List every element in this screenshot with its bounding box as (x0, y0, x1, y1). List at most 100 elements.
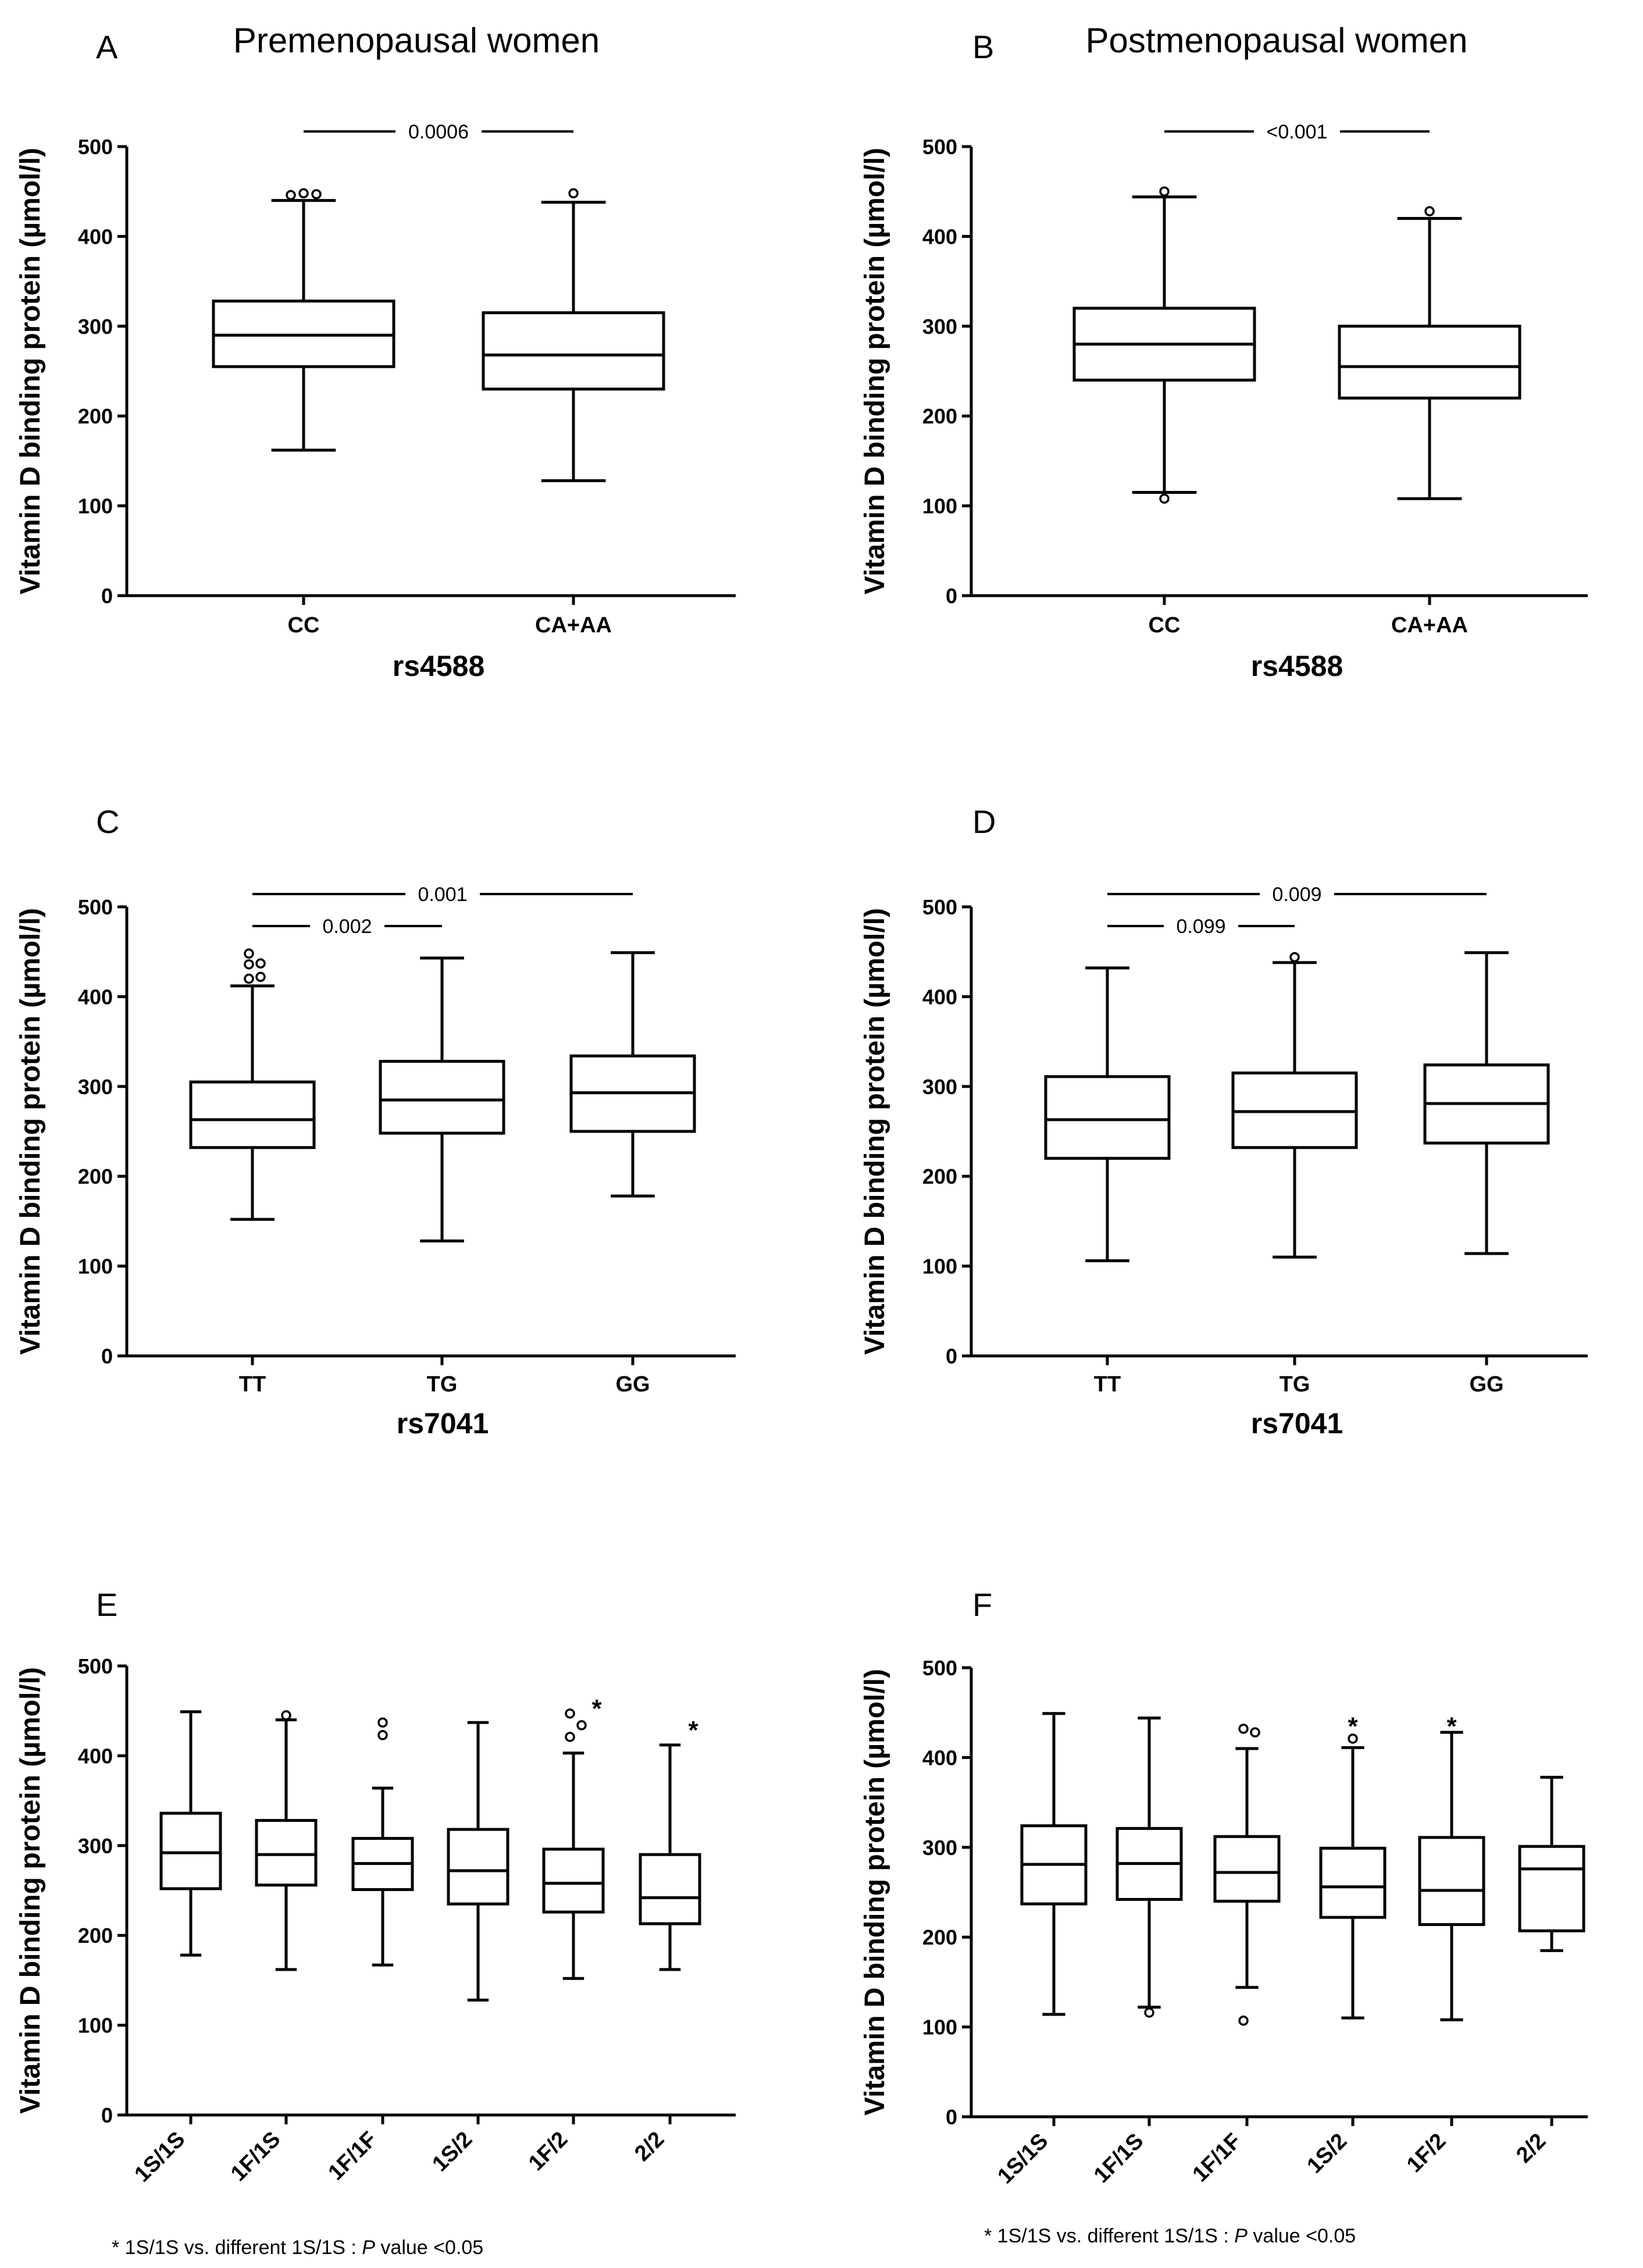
y-tick-label: 0 (101, 2103, 113, 2127)
outlier-point (565, 1732, 575, 1742)
y-tick-label: 200 (922, 1165, 957, 1188)
title-premenopausal: Premenopausal women (233, 21, 600, 60)
x-tick-label: CC (1149, 613, 1181, 638)
x-axis-label: rs7041 (1251, 1407, 1343, 1440)
box-iqr (1044, 1075, 1171, 1160)
box-iqr (542, 1847, 605, 1914)
box-2/2 (639, 1743, 701, 1971)
x-tick-label: CA+AA (1391, 613, 1468, 638)
y-tick-label: 400 (78, 1744, 113, 1768)
x-tick-label: 1F/1F (323, 2127, 382, 2185)
panel-d: D 0 100 200 300 400 500 Vitamin D binding prote… (860, 803, 1588, 1440)
box-2/2 (1518, 1775, 1585, 1952)
outlier-point (1424, 206, 1435, 216)
x-tick-label: 1F/1S (226, 2127, 285, 2186)
y-tick-label: 300 (78, 1834, 113, 1858)
y-tick-label: 100 (78, 1255, 113, 1279)
y-tick-label: 100 (78, 494, 113, 518)
y-tick-label: 400 (922, 1746, 957, 1769)
box-iqr (639, 1853, 701, 1925)
x-tick-label: 1S/2 (427, 2127, 477, 2177)
y-tick-label: 500 (922, 1656, 957, 1680)
y-tick-label: 500 (78, 895, 113, 919)
x-tick-label: 1F/2 (524, 2127, 572, 2176)
x-tick-label: TG (427, 1372, 458, 1397)
outlier-point (255, 971, 266, 982)
y-tick-label: 400 (78, 985, 113, 1009)
y-tick-label: 400 (922, 225, 957, 248)
x-tick-label: 2/2 (1512, 2129, 1551, 2168)
y-tick-label: 500 (922, 135, 957, 159)
outlier-point (1144, 2007, 1154, 2018)
y-tick-label: 200 (922, 1925, 957, 1949)
outlier-point (1159, 493, 1170, 504)
y-tick-label: 400 (78, 225, 113, 248)
panel-letter: A (96, 29, 118, 65)
y-tick-label: 300 (922, 315, 957, 339)
x-tick-label: 1S/2 (1302, 2129, 1352, 2178)
outlier-point (377, 1717, 388, 1728)
box-GG (1423, 951, 1550, 1255)
y-axis-label: Vitamin D binding protein (µmol/l) (15, 148, 46, 594)
outlier-point (576, 1720, 587, 1731)
panel-letter: C (96, 803, 119, 840)
y-tick-label: 0 (101, 584, 113, 608)
y-tick-label: 300 (78, 315, 113, 339)
box-TT (189, 948, 316, 1221)
y-axis-label: Vitamin D binding protein (µmol/l) (860, 908, 890, 1355)
footnote-right-prefix: * 1S/1S vs. different 1S/1S : (984, 2225, 1234, 2247)
x-axis-label: rs4588 (393, 650, 485, 682)
panel-f: F 0 100 200 300 400 500 Vitamin D binding prote… (860, 1586, 1588, 2189)
box-iqr (482, 311, 665, 391)
y-tick-label: 100 (78, 2014, 113, 2038)
y-tick-label: 0 (946, 1344, 957, 1368)
box-1F/1S (255, 1710, 318, 1971)
box-iqr (159, 1811, 222, 1890)
x-tick-label: TG (1280, 1372, 1310, 1397)
x-tick-label: 2/2 (630, 2127, 669, 2166)
box-CC (1072, 186, 1256, 504)
y-tick-label: 100 (922, 2016, 957, 2039)
outlier-point (281, 1710, 291, 1721)
outlier-point (1238, 2016, 1249, 2026)
box-CC (212, 188, 395, 452)
box-1F/1S (1115, 1716, 1183, 2018)
y-tick-label: 200 (78, 1924, 113, 1947)
outlier-point (1238, 1724, 1249, 1734)
y-tick-label: 200 (922, 404, 957, 428)
panel-letter: B (972, 29, 994, 65)
box-iqr (1418, 1836, 1485, 1927)
x-axis-label: rs7041 (397, 1407, 489, 1440)
x-tick-label: TT (239, 1372, 266, 1397)
box-1F/2 (1418, 1731, 1485, 2021)
y-tick-label: 200 (78, 1165, 113, 1188)
box-iqr (447, 1828, 509, 1906)
p-value-label: 0.009 (1272, 884, 1321, 906)
outlier-point (286, 190, 296, 201)
significance-star: * (591, 1694, 602, 1723)
box-TG (379, 956, 505, 1242)
y-tick-label: 0 (101, 1344, 113, 1368)
footnote-right-suffix: value <0.05 (1248, 2225, 1356, 2247)
panel-letter: E (96, 1586, 117, 1623)
footnote-left-prefix: * 1S/1S vs. different 1S/1S : (112, 2237, 362, 2259)
panel-letter: D (972, 803, 996, 840)
outlier-point (1289, 952, 1300, 963)
box-iqr (189, 1080, 316, 1149)
x-tick-label: 1F/1F (1188, 2129, 1246, 2187)
box-1F/1F (1213, 1724, 1281, 2026)
y-tick-label: 300 (922, 1075, 957, 1099)
panel-e: E 0 100 200 300 400 500 Vitamin D binding prote… (15, 1586, 736, 2187)
x-tick-label: TT (1094, 1372, 1121, 1397)
outlier-point (255, 958, 266, 969)
y-tick-label: 100 (922, 494, 957, 518)
panel-letter: F (972, 1586, 992, 1623)
y-tick-label: 200 (78, 404, 113, 428)
footnote-left: * 1S/1S vs. different 1S/1S : P value <0… (112, 2237, 483, 2259)
y-tick-label: 400 (922, 985, 957, 1009)
panel-b: B 0 100 200 300 400 500 Vitamin D binding prote… (860, 29, 1588, 682)
significance-star: * (688, 1716, 698, 1744)
p-value-label: 0.001 (418, 884, 467, 906)
footnote-right: * 1S/1S vs. different 1S/1S : P value <0… (984, 2225, 1356, 2247)
panels: A 0 100 200 300 400 500 Vitamin D binding prote… (15, 29, 1588, 2189)
